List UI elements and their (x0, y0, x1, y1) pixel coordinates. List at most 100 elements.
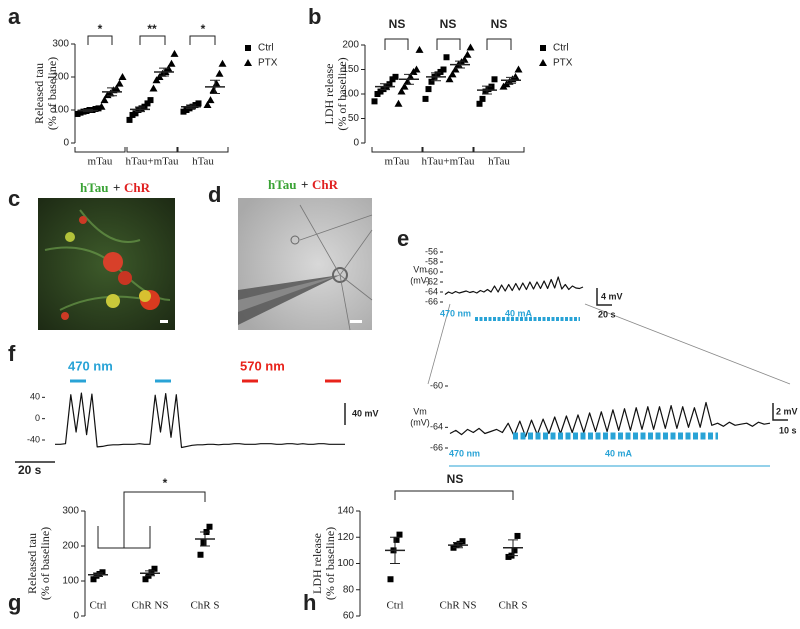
y-axis-label: (mV) (410, 275, 430, 285)
y-tick-label: 0 (63, 138, 69, 149)
y-tick-label: 200 (342, 40, 359, 51)
x-tick-label: hTau (192, 156, 214, 168)
error-bar (200, 531, 210, 547)
data-point (511, 72, 520, 80)
y-axis-label: Vm (413, 264, 427, 274)
data-point (511, 547, 518, 554)
y-tick-label: -64 (430, 422, 443, 432)
y-tick-label: -64 (425, 286, 438, 296)
y-tick-label: 140 (337, 506, 354, 517)
panel-label: c (8, 186, 20, 211)
annotation: 2 mV (776, 406, 798, 416)
legend-label: Ctrl (553, 43, 569, 54)
significance-bracket (384, 38, 409, 50)
data-point (99, 569, 106, 576)
y-axis-label: LDH release (310, 533, 324, 594)
annotation: 470 nm (68, 358, 113, 373)
legend-label: Ctrl (258, 43, 274, 54)
data-point (144, 100, 151, 107)
error-bar (453, 542, 463, 549)
data-point (425, 86, 432, 93)
significance-label: * (163, 476, 168, 490)
data-point (206, 96, 215, 104)
group-bracket (126, 147, 178, 153)
y-tick-label: -56 (425, 246, 438, 256)
caption-part: + (301, 177, 308, 192)
annotation: 10 s (779, 425, 797, 435)
x-tick-label: hTau (488, 156, 510, 168)
legend-label: PTX (553, 58, 573, 69)
data-point (170, 49, 179, 57)
y-axis-label: (% of baseline) (335, 57, 349, 130)
annotation: 40 mA (605, 448, 633, 458)
data-point (115, 79, 124, 87)
x-tick-label: mTau (385, 156, 410, 168)
trace (444, 276, 584, 295)
data-point (400, 82, 409, 90)
data-point (443, 54, 450, 61)
data-point (445, 75, 454, 83)
group-bracket (177, 147, 229, 153)
y-tick-label: 0 (353, 138, 359, 149)
data-point (142, 576, 149, 583)
data-point (392, 73, 399, 80)
micrograph-c (38, 198, 175, 330)
data-point (463, 50, 472, 58)
annotation: 470 nm (449, 448, 480, 458)
data-point (118, 73, 127, 80)
panel-label: d (208, 182, 221, 207)
trace (55, 392, 345, 449)
data-point (448, 70, 457, 78)
significance-bracket (486, 38, 512, 50)
error-bar (431, 72, 441, 82)
y-tick-label: 60 (343, 611, 355, 622)
data-point (514, 532, 521, 539)
data-point (428, 78, 435, 85)
x-tick-label: ChR NS (132, 600, 169, 612)
annotation: 470 nm (440, 308, 471, 318)
caption-part: ChR (312, 177, 339, 192)
data-point (100, 96, 109, 104)
caption-part: ChR (124, 180, 151, 195)
y-tick-label: 50 (348, 113, 360, 124)
error-bar (482, 85, 492, 95)
annotation: 20 s (18, 463, 42, 477)
error-bar (390, 536, 400, 564)
micrograph-d (238, 198, 373, 331)
y-tick-label: 100 (337, 558, 354, 569)
error-bar (506, 76, 516, 84)
y-tick-label: -60 (430, 380, 443, 390)
y-tick-label: -60 (425, 266, 438, 276)
caption-part: hTau (80, 180, 108, 195)
data-point (151, 565, 158, 572)
error-bar (380, 83, 390, 91)
data-point (167, 59, 176, 67)
error-bar (83, 109, 93, 113)
data-point (203, 101, 212, 109)
data-point (394, 99, 403, 107)
data-point (479, 95, 486, 102)
panel-label: g (8, 590, 21, 615)
data-point (415, 45, 424, 53)
data-point (451, 65, 460, 73)
y-tick-label: -58 (425, 256, 438, 266)
error-bar (210, 79, 220, 94)
trace (449, 401, 771, 438)
group-bracket (74, 147, 126, 153)
y-tick-label: 0 (35, 413, 40, 423)
error-bar (186, 104, 196, 109)
data-point (397, 87, 406, 95)
annotation: 40 mV (352, 408, 379, 418)
legend-label: PTX (258, 58, 278, 69)
scale-bar (15, 403, 346, 463)
x-tick-label: Ctrl (89, 600, 106, 612)
legend-marker (539, 59, 547, 66)
group-bracket (371, 147, 423, 153)
legend-marker (245, 45, 251, 51)
y-tick-label: 300 (52, 39, 69, 50)
data-point (476, 100, 483, 107)
data-point (148, 569, 155, 576)
data-point (206, 523, 213, 530)
caption-d: hTau + ChR (268, 177, 339, 192)
